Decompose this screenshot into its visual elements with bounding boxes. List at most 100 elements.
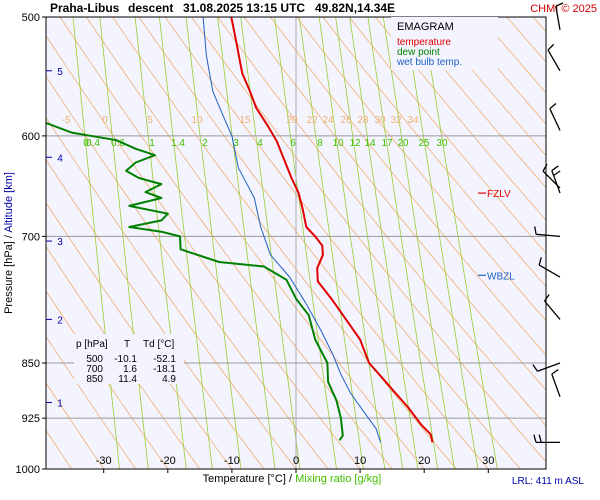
isotherm-label: 32 bbox=[390, 115, 402, 126]
pressure-label: 850 bbox=[22, 358, 40, 370]
freezing-level-label: FZLV bbox=[487, 189, 511, 200]
mixing-ratio-line bbox=[349, 17, 419, 469]
wind-barb-staff bbox=[551, 170, 561, 194]
wind-barb-flag bbox=[549, 103, 557, 110]
mixing-ratio-label: 0.4 bbox=[86, 138, 100, 149]
mixing-ratio-line bbox=[99, 17, 149, 469]
mixing-ratio-line bbox=[134, 17, 187, 469]
wind-barb bbox=[533, 434, 560, 444]
isotherm-line bbox=[191, 17, 546, 463]
legend-wetbulb: wet bulb temp. bbox=[396, 57, 462, 68]
mixing-ratio-line bbox=[422, 17, 498, 469]
wind-barb-flag bbox=[547, 43, 555, 51]
mixing-ratio-line bbox=[404, 17, 479, 469]
isotherm-lines bbox=[46, 17, 546, 469]
isotherm-line bbox=[46, 35, 361, 469]
wind-barb bbox=[555, 2, 564, 31]
legend: EMAGRAM temperature dew point wet bulb t… bbox=[391, 17, 498, 70]
table-cell: 500 bbox=[86, 354, 103, 365]
mixing-ratio-line bbox=[185, 17, 242, 469]
table-cell: -10.1 bbox=[114, 354, 137, 365]
pressure-label: 600 bbox=[22, 131, 40, 143]
mixing-ratio-line bbox=[159, 17, 213, 469]
wind-barb-flag bbox=[538, 434, 542, 443]
temperature-tick-label: 30 bbox=[482, 455, 494, 467]
mixing-ratio-label: 20 bbox=[397, 138, 409, 149]
mixing-ratio-label: 0 bbox=[83, 138, 89, 149]
isotherm-line bbox=[46, 382, 105, 469]
mixing-ratio-line bbox=[274, 17, 337, 469]
wind-barb-staff bbox=[537, 362, 561, 372]
legend-dewpoint: dew point bbox=[397, 47, 440, 58]
isotherm-line bbox=[46, 75, 329, 469]
mixing-ratio-label: 4 bbox=[257, 138, 263, 149]
isotherm-label: 30 bbox=[374, 115, 386, 126]
sounding-mode: descent bbox=[128, 1, 173, 15]
table-header-t: T bbox=[124, 339, 130, 350]
sounding-location: 49.82N,14.34E bbox=[315, 1, 395, 15]
mixing-ratio-label: 12 bbox=[349, 138, 361, 149]
altitude-label: 2 bbox=[57, 315, 63, 326]
isotherm-line bbox=[348, 17, 546, 254]
mixing-ratio-labels: 0.4 0.6 1 1.4 2 3 4 6 8 10 12 14 17 20 25 30 0 bbox=[83, 138, 448, 149]
table-cell: -52.1 bbox=[153, 354, 176, 365]
mixing-ratio-label: 10 bbox=[332, 138, 344, 149]
wet-bulb-zero-level-label: WBZL bbox=[487, 271, 515, 282]
wind-barb-staff bbox=[544, 300, 561, 320]
isotherm-line bbox=[46, 335, 137, 469]
mixing-ratio-lines bbox=[72, 17, 498, 469]
wind-barb-staff bbox=[555, 6, 561, 31]
level-markers: FZLV WBZL bbox=[478, 189, 515, 282]
wind-barb-flag bbox=[533, 434, 537, 443]
isotherm-line bbox=[85, 17, 425, 469]
mixing-ratio-label: 3 bbox=[233, 138, 239, 149]
wind-barb bbox=[551, 368, 561, 397]
mixing-ratio-line bbox=[299, 17, 364, 469]
y-axis-pressure-label: Pressure [hPa] bbox=[3, 241, 15, 314]
wind-barb bbox=[551, 165, 561, 194]
mixing-ratio-line bbox=[382, 17, 455, 469]
wind-barb bbox=[544, 294, 561, 320]
wind-barb-flag bbox=[551, 165, 559, 172]
launch-reference-level: LRL: 411 m ASL bbox=[512, 476, 585, 487]
isotherm-label: 28 bbox=[357, 115, 369, 126]
temperature-tick-label: 0 bbox=[293, 455, 299, 467]
x-axis-mixing-label: Mixing ratio [g/kg] bbox=[295, 473, 381, 485]
wind-barb-staff bbox=[538, 264, 561, 278]
legend-temperature: temperature bbox=[397, 37, 451, 48]
isotherm-label: 34 bbox=[407, 115, 419, 126]
pressure-label: 500 bbox=[22, 12, 40, 24]
isotherm-line bbox=[269, 17, 546, 356]
isotherm-label: 15 bbox=[239, 115, 251, 126]
wind-barb-flag bbox=[532, 364, 538, 372]
legend-box bbox=[391, 17, 498, 70]
x-axis-temperature-label: Temperature [°C] bbox=[203, 473, 286, 485]
altitude-label: 5 bbox=[57, 67, 63, 78]
level-table-box bbox=[74, 334, 184, 384]
mixing-ratio-label: 6 bbox=[290, 138, 296, 149]
y-axis-altitude-label: Altitude [km] bbox=[3, 172, 15, 233]
wind-barb-flag bbox=[538, 257, 542, 266]
table-header-td: Td [°C] bbox=[143, 339, 174, 350]
table-cell: 4.9 bbox=[162, 374, 176, 385]
pressure-label: 700 bbox=[22, 231, 40, 243]
isotherm-line bbox=[296, 17, 546, 322]
isotherm-line bbox=[401, 17, 546, 189]
mixing-ratio-label: 17 bbox=[381, 138, 393, 149]
mixing-ratio-line bbox=[217, 17, 276, 469]
copyright: CHMI © 2025 bbox=[530, 3, 597, 15]
pressure-label: 1000 bbox=[16, 464, 40, 476]
isotherm-label: 20 bbox=[286, 115, 298, 126]
isotherm-line bbox=[138, 17, 489, 469]
table-cell: 850 bbox=[86, 374, 103, 385]
wind-barb-flag bbox=[542, 163, 548, 172]
isotherm-label: 10 bbox=[191, 115, 203, 126]
mixing-ratio-line bbox=[335, 17, 404, 469]
sounding-datetime: 31.08.2025 13:15 UTC bbox=[183, 1, 305, 15]
mixing-ratio-label: 25 bbox=[418, 138, 430, 149]
wind-barb-staff bbox=[551, 373, 561, 397]
temperature-tick-label: -10 bbox=[224, 455, 240, 467]
series-line-temperature bbox=[230, 17, 434, 443]
mixing-ratio-label: 14 bbox=[364, 138, 376, 149]
table-cell: 11.4 bbox=[118, 374, 137, 385]
